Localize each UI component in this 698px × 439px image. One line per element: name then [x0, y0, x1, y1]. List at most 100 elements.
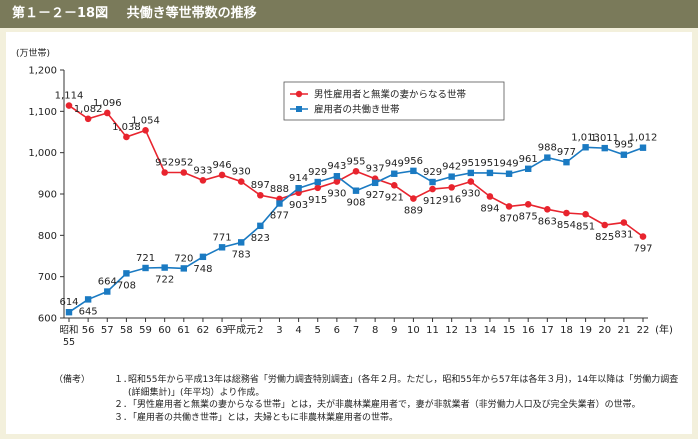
- data-point: [563, 158, 570, 166]
- x-tick-label: 8: [372, 325, 378, 336]
- x-tick-label-continued: 55: [63, 337, 75, 348]
- data-point: [505, 203, 513, 210]
- data-point: [257, 191, 264, 199]
- data-point: [620, 151, 628, 158]
- x-tick-label: 12: [445, 325, 458, 336]
- data-point: [620, 219, 628, 226]
- data-point: [601, 221, 609, 229]
- x-tick-label: 5: [315, 325, 321, 336]
- data-point: [103, 109, 111, 117]
- data-point: [505, 170, 513, 177]
- y-tick-label: 1,000: [28, 148, 57, 159]
- data-point: [582, 144, 589, 151]
- data-point: [333, 173, 341, 180]
- data-point: [218, 244, 226, 251]
- data-point: [123, 133, 130, 141]
- data-label: 903: [289, 200, 308, 211]
- data-label: 916: [442, 194, 461, 205]
- data-label: 921: [385, 192, 404, 203]
- note-row: ２． 「男性雇用者と無業の妻からなる世帯」とは，夫が非農林業雇用者で，妻が非就業…: [54, 399, 684, 412]
- x-axis-unit-label: (年): [655, 323, 673, 336]
- note-text: 昭和55年から平成13年は総務省「労働力調査特別調査」(各年２月。ただし，昭和5…: [128, 375, 679, 398]
- data-point: [601, 144, 608, 152]
- data-point: [639, 144, 647, 151]
- y-axis-unit-label: (万世帯): [16, 47, 50, 59]
- data-point: [544, 154, 551, 161]
- x-tick-label: 19: [579, 325, 592, 336]
- x-tick-label: 9: [391, 325, 397, 336]
- data-point: [410, 167, 417, 175]
- notes-label: （備考）: [54, 375, 91, 385]
- x-tick-label: 昭和: [59, 325, 78, 336]
- x-tick-label: 2: [257, 325, 263, 336]
- data-point: [429, 178, 436, 186]
- data-label: 942: [442, 162, 461, 173]
- data-label: 823: [251, 233, 270, 244]
- data-label: 955: [346, 156, 365, 167]
- data-point: [371, 179, 379, 187]
- data-label: 929: [423, 167, 442, 178]
- data-label: 956: [404, 156, 423, 167]
- data-label: 854: [557, 220, 576, 231]
- data-label: 771: [213, 232, 232, 243]
- note-number: ２．: [114, 400, 133, 410]
- data-label: 952: [174, 158, 193, 169]
- data-point: [352, 187, 360, 194]
- data-point: [410, 195, 417, 202]
- data-label: 937: [366, 164, 385, 175]
- data-point: [524, 201, 532, 208]
- figure-number: 第１－２－18図: [12, 6, 109, 21]
- x-tick-label: 16: [522, 325, 535, 336]
- data-point: [352, 167, 360, 175]
- data-point: [84, 296, 92, 303]
- data-label: 897: [251, 180, 270, 191]
- data-label: 888: [270, 184, 289, 195]
- data-point: [84, 115, 92, 123]
- data-point: [486, 193, 494, 200]
- data-label: 946: [213, 160, 232, 171]
- note-number: １．: [114, 375, 133, 385]
- data-point: [390, 182, 398, 189]
- data-point: [563, 209, 570, 217]
- x-tick-label: 61: [177, 325, 190, 336]
- data-label: 914: [289, 173, 308, 184]
- data-label: 851: [576, 221, 595, 232]
- data-point: [333, 178, 341, 185]
- y-tick-label: 1,100: [28, 107, 57, 118]
- legend-marker: [296, 106, 302, 112]
- data-label: 949: [500, 159, 519, 170]
- x-tick-label: 22: [637, 325, 650, 336]
- data-point: [199, 253, 207, 261]
- data-label: 645: [79, 306, 98, 317]
- data-label: 783: [232, 249, 251, 260]
- data-label: 863: [538, 216, 557, 227]
- data-label: 721: [136, 253, 155, 264]
- y-tick-label: 800: [38, 231, 57, 242]
- x-tick-label: 20: [598, 325, 611, 336]
- data-point: [180, 265, 187, 272]
- x-tick-label: 63: [216, 325, 229, 336]
- data-label: 995: [614, 140, 633, 151]
- x-tick-label: 7: [353, 325, 359, 336]
- data-point: [142, 264, 149, 272]
- data-point: [295, 185, 302, 192]
- data-point: [582, 210, 589, 218]
- x-tick-label: 14: [484, 325, 497, 336]
- x-tick-label: 18: [560, 325, 573, 336]
- data-label: 894: [480, 203, 499, 214]
- note-row: ３． 「雇用者の共働き世帯」とは，夫婦ともに非農林業雇用者の世帯。: [54, 412, 684, 425]
- x-tick-label: 11: [426, 325, 439, 336]
- x-tick-label: 10: [407, 325, 420, 336]
- data-point: [199, 177, 207, 184]
- data-point: [525, 165, 532, 172]
- x-tick-label: 21: [617, 325, 630, 336]
- data-label: 930: [232, 167, 251, 178]
- note-text: 「男性雇用者と無業の妻からなる世帯」とは，夫が非農林業雇用者で，妻が非就業者（非…: [128, 400, 641, 410]
- legend-marker: [295, 90, 303, 98]
- x-tick-label: 62: [197, 325, 210, 336]
- legend-label: 男性雇用者と無業の妻からなる世帯: [314, 89, 467, 101]
- x-tick-label: 17: [541, 325, 554, 336]
- notes: （備考） １． 昭和55年から平成13年は総務省「労働力調査特別調査」(各年２月…: [54, 374, 684, 424]
- data-label: 1,096: [93, 98, 122, 109]
